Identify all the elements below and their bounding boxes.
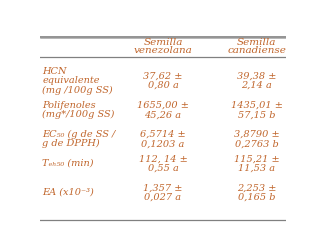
Text: equivalente: equivalente <box>42 76 100 85</box>
Text: 57,15 b: 57,15 b <box>238 110 275 119</box>
Text: canadiense: canadiense <box>227 46 286 55</box>
Text: Semilla: Semilla <box>143 38 183 47</box>
Text: 0,55 a: 0,55 a <box>148 163 178 172</box>
Text: 0,1203 a: 0,1203 a <box>141 139 185 148</box>
Text: 6,5714 ±: 6,5714 ± <box>140 130 186 138</box>
Text: 3,8790 ±: 3,8790 ± <box>234 130 280 138</box>
Text: g de DPPH): g de DPPH) <box>42 139 100 148</box>
Text: 11,53 a: 11,53 a <box>238 163 275 172</box>
Text: EA (x10⁻³): EA (x10⁻³) <box>42 187 94 196</box>
Text: 0,2763 b: 0,2763 b <box>235 139 279 148</box>
Text: venezolana: venezolana <box>134 46 192 55</box>
Text: EC₅₀ (g de SS /: EC₅₀ (g de SS / <box>42 130 115 138</box>
Text: 0,165 b: 0,165 b <box>238 192 275 201</box>
Text: 1655,00 ±: 1655,00 ± <box>137 100 189 110</box>
Text: 37,62 ±: 37,62 ± <box>143 72 183 80</box>
Text: 45,26 a: 45,26 a <box>144 110 182 119</box>
Text: HCN: HCN <box>42 67 67 76</box>
Text: Semilla: Semilla <box>237 38 276 47</box>
Text: 115,21 ±: 115,21 ± <box>234 154 280 163</box>
Text: 1435,01 ±: 1435,01 ± <box>231 100 283 110</box>
Text: 2,253 ±: 2,253 ± <box>237 182 276 192</box>
Text: 2,14 a: 2,14 a <box>241 81 272 90</box>
Text: 0,80 a: 0,80 a <box>148 81 178 90</box>
Text: 39,38 ±: 39,38 ± <box>237 72 276 80</box>
Text: Polifenoles: Polifenoles <box>42 100 96 110</box>
Text: (mg /100g SS): (mg /100g SS) <box>42 85 113 94</box>
Text: 0,027 a: 0,027 a <box>144 192 182 201</box>
Text: 1,357 ±: 1,357 ± <box>143 182 183 192</box>
Text: (mg*/100g SS): (mg*/100g SS) <box>42 110 114 119</box>
Text: Tₑₕ₅₀ (min): Tₑₕ₅₀ (min) <box>42 158 94 167</box>
Text: 112, 14 ±: 112, 14 ± <box>139 154 187 163</box>
